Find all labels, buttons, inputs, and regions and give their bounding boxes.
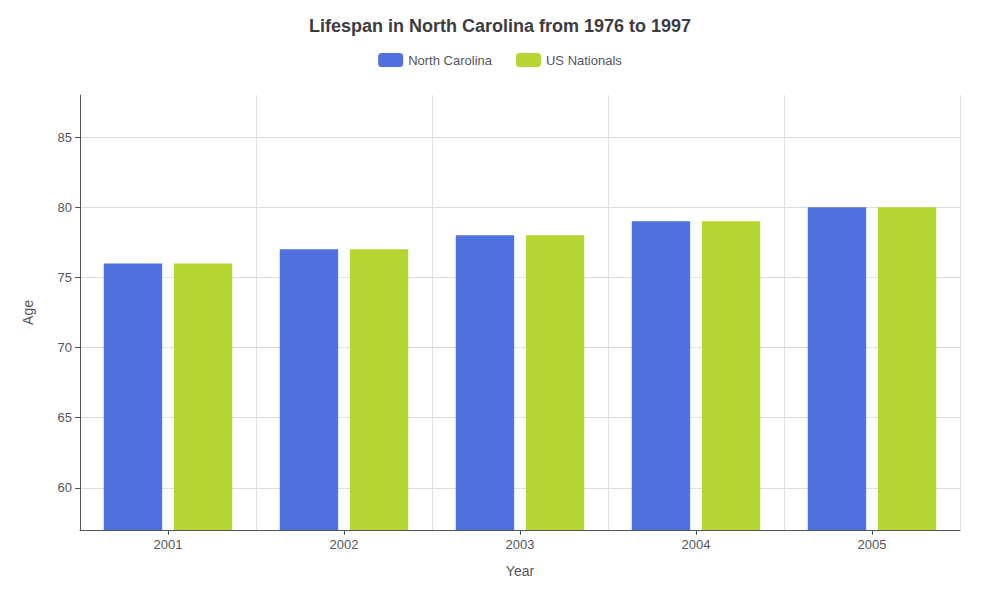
svg-text:70: 70	[58, 340, 72, 355]
svg-text:Lifespan in North Carolina fro: Lifespan in North Carolina from 1976 to …	[309, 16, 691, 36]
svg-text:US Nationals: US Nationals	[546, 53, 622, 68]
svg-text:75: 75	[58, 270, 72, 285]
svg-text:Year: Year	[506, 563, 535, 579]
svg-text:2004: 2004	[682, 537, 711, 552]
svg-text:65: 65	[58, 410, 72, 425]
svg-text:North Carolina: North Carolina	[408, 53, 493, 68]
svg-text:2003: 2003	[506, 537, 535, 552]
svg-text:2001: 2001	[154, 537, 183, 552]
svg-text:85: 85	[58, 130, 72, 145]
svg-text:80: 80	[58, 200, 72, 215]
svg-text:60: 60	[58, 480, 72, 495]
svg-text:2002: 2002	[330, 537, 359, 552]
svg-text:2005: 2005	[858, 537, 887, 552]
svg-text:Age: Age	[20, 300, 36, 325]
